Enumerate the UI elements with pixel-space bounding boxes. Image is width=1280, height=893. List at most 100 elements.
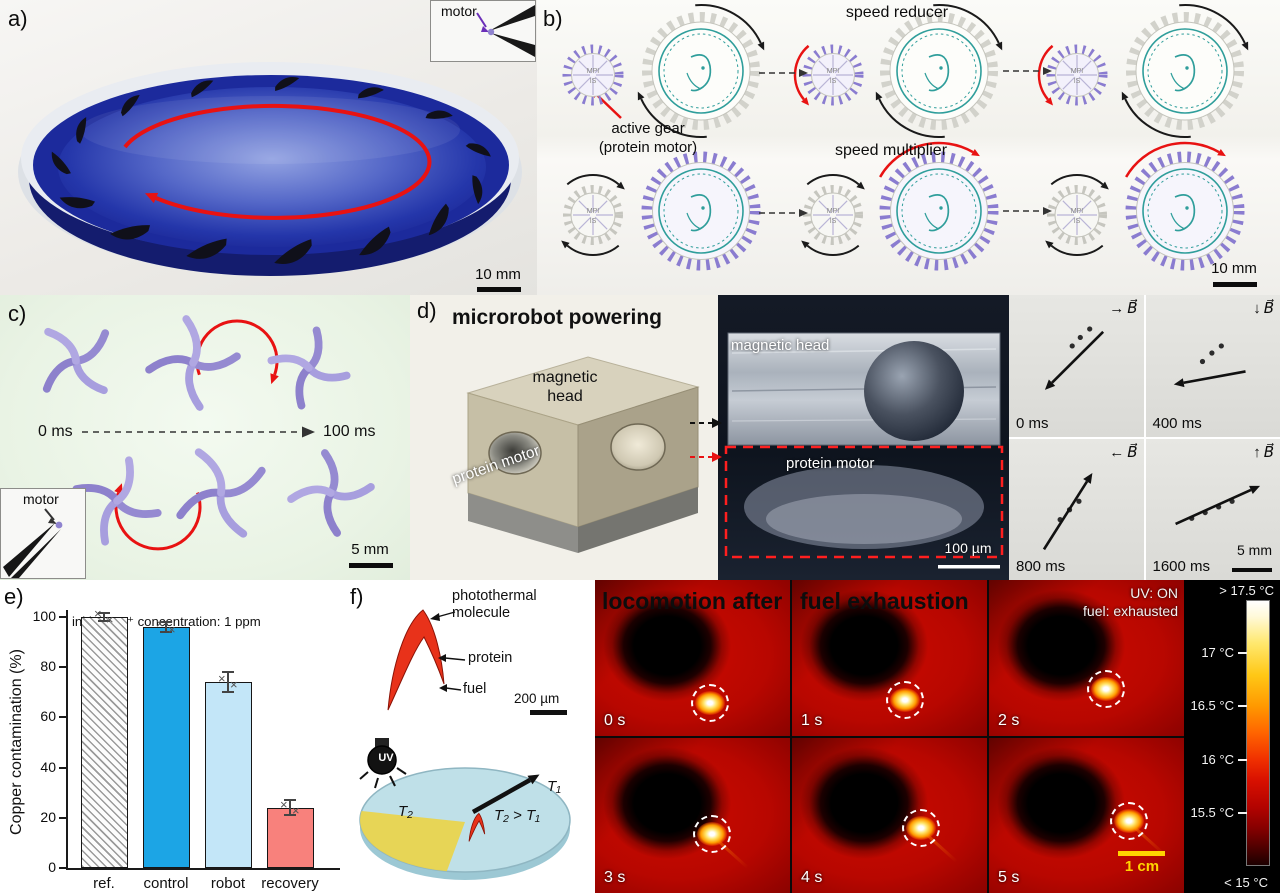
arrowhead (1217, 148, 1226, 157)
uv-status: UV: ON fuel: exhausted (1083, 585, 1178, 619)
pointer-arrow (44, 508, 55, 521)
data-marker: × (292, 802, 300, 818)
curved-arrow (1050, 244, 1104, 256)
t1-label: T₁ (547, 778, 561, 795)
curved-arrow (1179, 4, 1246, 44)
robot-marker-circle (901, 808, 940, 847)
fluid-center (58, 87, 486, 247)
curved-arrow (879, 141, 974, 178)
motor-fin (425, 110, 453, 119)
protein-motor-blob (744, 465, 984, 549)
protein-swimmer (42, 327, 110, 395)
label-arrow (436, 611, 456, 618)
b-field-direction: ← B⃗ (1109, 443, 1138, 461)
tweezer-arm (491, 33, 535, 57)
scalebar-b-label: 10 mm (1211, 260, 1257, 277)
panel-c-swimmers: motor (0, 295, 410, 580)
pointer-arrowhead (481, 26, 489, 32)
error-cap (98, 612, 110, 615)
curved-arrow (566, 244, 620, 256)
bar-control (142, 627, 190, 868)
gear-text-mpi: MPI (1071, 208, 1084, 215)
velocity-arrow (1042, 480, 1089, 550)
gear-text-is: IS (830, 78, 837, 85)
thermal-time-label: 2 s (998, 711, 1020, 729)
t2-label: T₂ (398, 803, 413, 820)
small-scale-label: 200 µm (514, 691, 560, 706)
arrowhead (801, 240, 810, 249)
protein-swimmer (176, 448, 266, 538)
gear-text-is: IS (1074, 218, 1081, 225)
label-arrow (445, 687, 462, 691)
rotation-arrowhead-bottom (114, 483, 123, 495)
thermal-colorbar: > 17.5 °C < 15 °C 17 °C 16.5 °C 16 °C 15.5 … (1184, 580, 1280, 893)
microrobot-dot (1069, 343, 1075, 349)
motor-fin (121, 95, 140, 117)
gear-text-mpi: MPI (1071, 68, 1084, 75)
bar-robot (204, 682, 252, 868)
gear-text-is: IS (830, 218, 837, 225)
scalebar-a-label: 10 mm (475, 266, 521, 283)
scalebar-b (1213, 282, 1257, 287)
panel-f-schematic (345, 580, 595, 893)
gear-text-mpi: MPI (827, 208, 840, 215)
data-marker: × (280, 796, 288, 812)
thermal-time-label: 4 s (801, 869, 823, 886)
colorbar-tick (1238, 705, 1247, 708)
curved-arrow (695, 4, 762, 44)
microrobot-dot (1218, 343, 1224, 349)
frame-graphic (1173, 343, 1246, 388)
colorbar-tick (1238, 652, 1247, 655)
robot-marker-circle (693, 814, 731, 853)
slab-left-face (468, 493, 578, 553)
arrowhead (637, 91, 645, 101)
microrobot-dot (1077, 334, 1083, 341)
y-axis (66, 610, 68, 870)
error-bar (227, 672, 229, 693)
rotation-arrowhead-top (270, 373, 279, 385)
thermal-frame-0: 0 s (595, 580, 790, 736)
arrowhead (1173, 378, 1184, 388)
frame-time-label: 800 ms (1016, 558, 1066, 575)
microscope-photo-graphic (724, 332, 1004, 569)
panel-f-thermal-frames: 0 s 1 s 2 s 3 s 4 s 5 s (595, 580, 1184, 893)
small-gear: MPI IS (1047, 185, 1107, 245)
frame-graphic (1042, 472, 1093, 550)
arrowhead (1248, 485, 1260, 494)
motor-dot (487, 28, 495, 36)
active-large-gear (879, 151, 999, 271)
scalebar-a (477, 287, 521, 292)
arrowhead (1241, 41, 1249, 51)
curved-arrow (806, 244, 860, 256)
thermal-frame-3: 3 s (595, 737, 790, 893)
error-bar (103, 613, 105, 621)
photo-scale-bar (938, 565, 1000, 569)
arrowhead (1043, 206, 1052, 216)
thermal-frame-2: 2 s (989, 580, 1184, 736)
gear-text-mpi: MPI (587, 68, 600, 75)
mini-robot (468, 812, 486, 842)
colorbar-tick-label: 16 °C (1201, 751, 1234, 767)
error-cap (222, 671, 234, 674)
data-marker: × (168, 622, 176, 638)
y-tick-label: 20 (40, 808, 56, 825)
gear-text-mpi: MPI (827, 68, 840, 75)
microrobot-dot (1076, 498, 1082, 504)
error-cap (98, 619, 110, 622)
connector-arrows (690, 418, 722, 462)
slab-right-face (578, 487, 698, 553)
curved-arrow (933, 4, 1000, 44)
protein-swimmer (145, 315, 241, 411)
colorbar-tick-label: 17 °C (1201, 645, 1234, 661)
velocity-arrow (1174, 488, 1251, 525)
gear-text-mpi: MPI (587, 208, 600, 215)
scalebar-c (349, 563, 393, 568)
arrowhead (971, 148, 980, 157)
b-field-frame-1: ↓ B⃗ 400 ms (1145, 295, 1280, 437)
speed-reducer-caption: speed reducer (845, 4, 949, 21)
motor-inset-label: motor (23, 491, 59, 507)
velocity-arrow (1051, 330, 1105, 384)
motion-arrowhead (527, 774, 540, 785)
y-axis-title: Copper contamination (%) (8, 649, 25, 835)
